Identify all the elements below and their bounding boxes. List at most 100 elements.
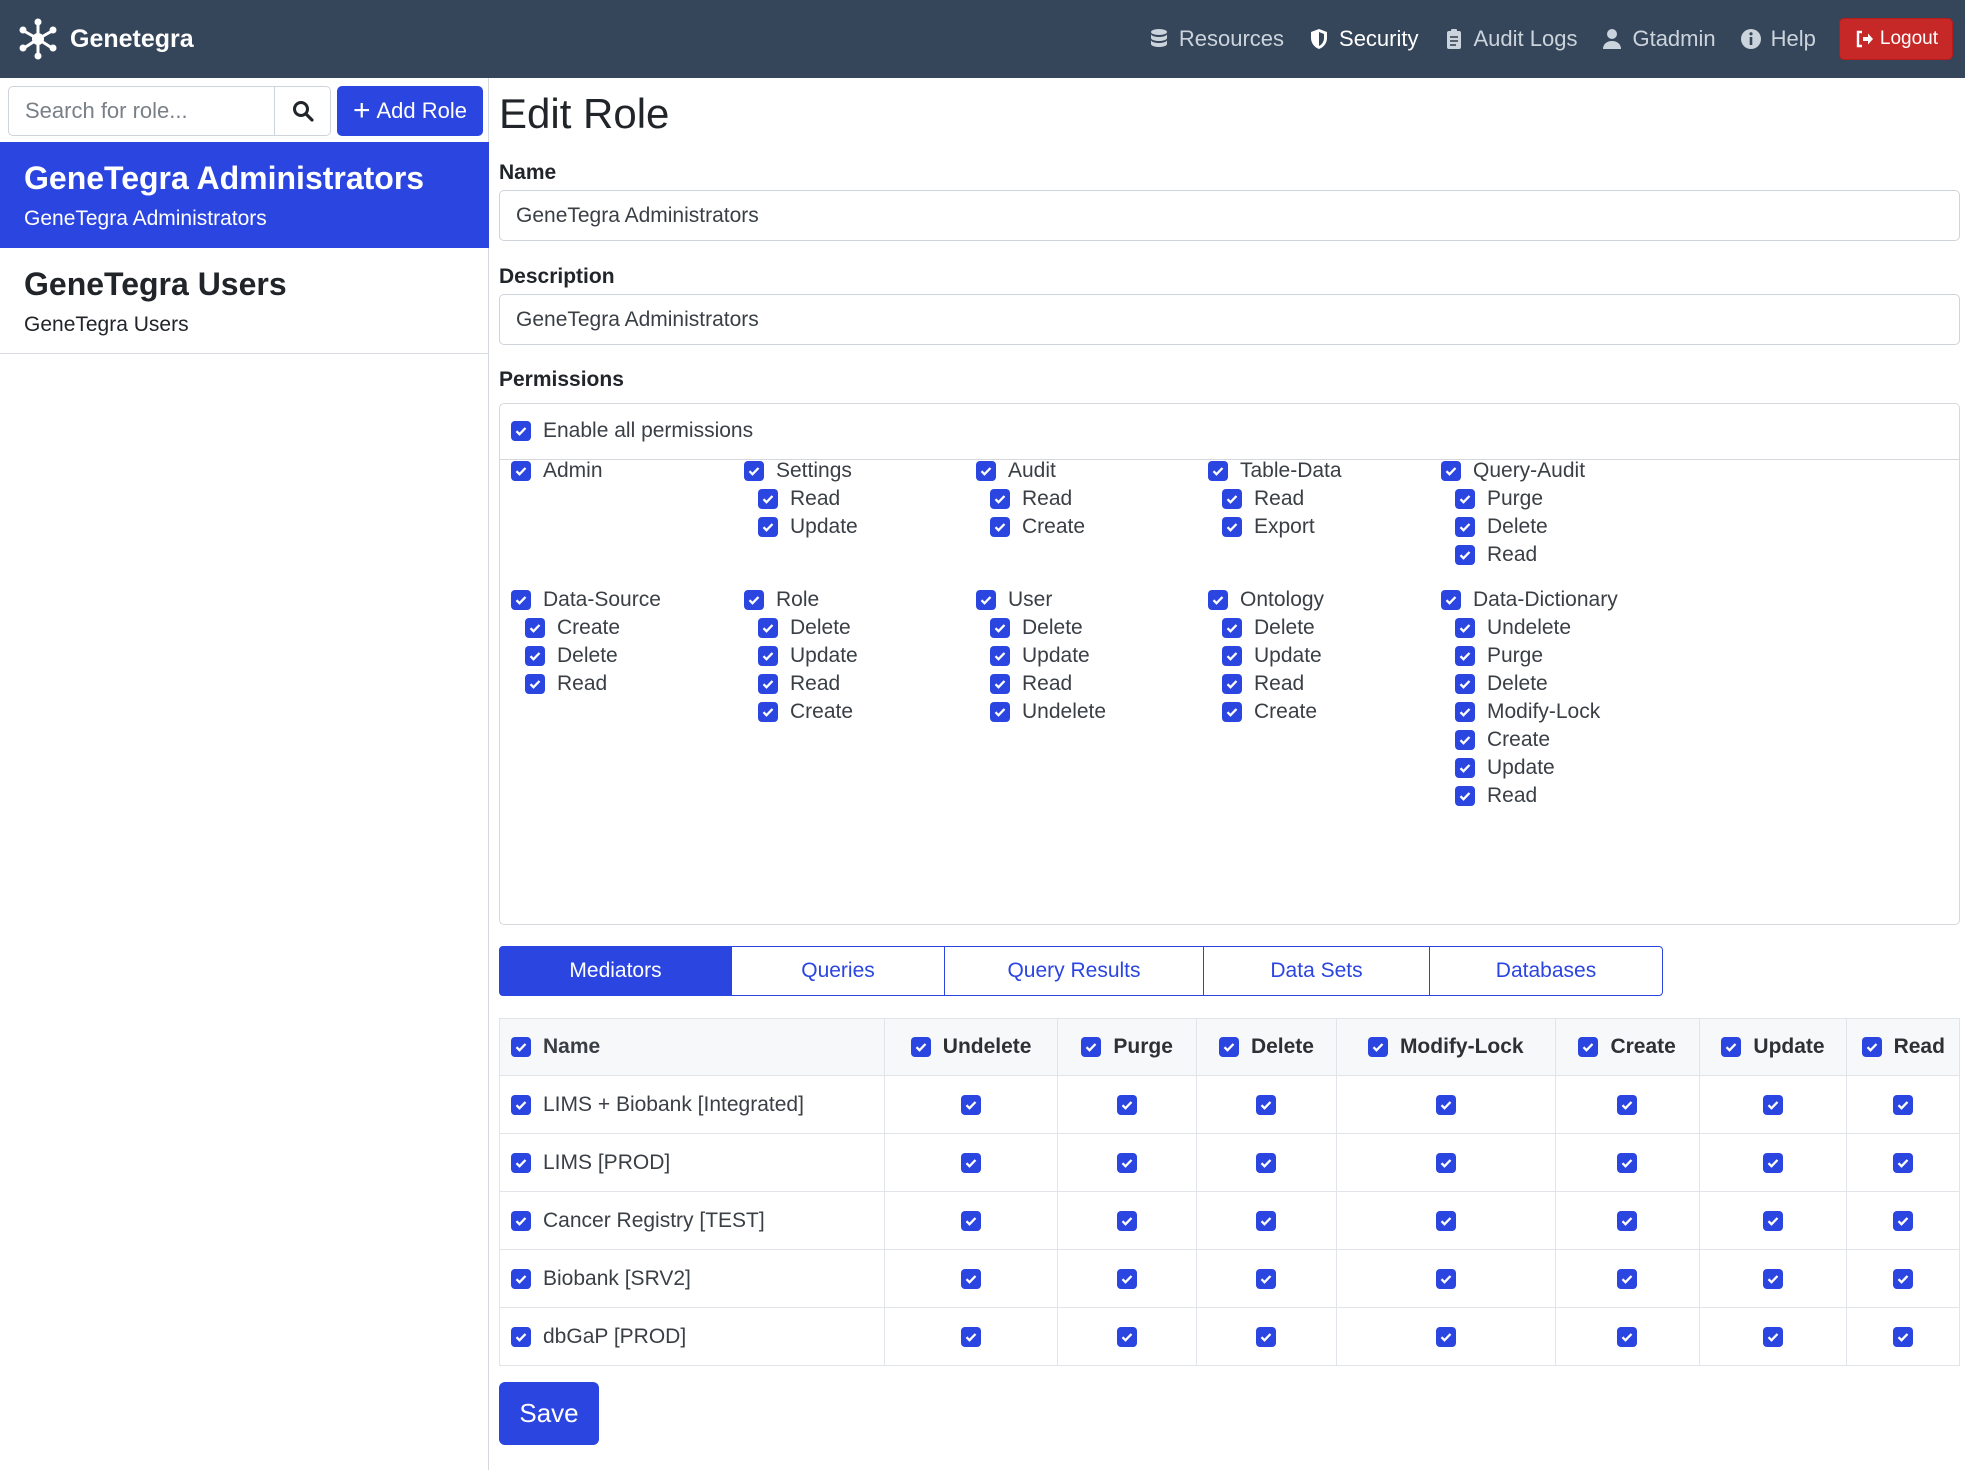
checkbox[interactable] <box>1893 1326 1914 1347</box>
checkbox[interactable] <box>511 1268 531 1289</box>
permission-user-undelete[interactable]: Undelete <box>990 700 1106 724</box>
checkbox[interactable] <box>1218 1037 1239 1057</box>
permission-ontology-delete[interactable]: Delete <box>1222 616 1315 640</box>
checkbox[interactable] <box>1117 1152 1138 1173</box>
checkbox[interactable] <box>1763 1326 1784 1347</box>
permission-group-query-audit[interactable]: Query-Audit <box>1441 459 1585 483</box>
checkbox[interactable] <box>1441 590 1461 610</box>
checkbox[interactable] <box>758 517 778 537</box>
nav-item-security[interactable]: Security <box>1307 26 1419 52</box>
checkbox[interactable] <box>990 646 1010 666</box>
checkbox[interactable] <box>1256 1152 1277 1173</box>
checkbox[interactable] <box>1763 1268 1784 1289</box>
checkbox[interactable] <box>1222 618 1242 638</box>
permission-user-read[interactable]: Read <box>990 672 1072 696</box>
checkbox[interactable] <box>744 461 764 481</box>
permission-query-audit-delete[interactable]: Delete <box>1455 515 1548 539</box>
enable-all-checkbox-row[interactable]: Enable all permissions <box>511 419 753 443</box>
checkbox[interactable] <box>1455 517 1475 537</box>
permission-user-update[interactable]: Update <box>990 644 1090 668</box>
checkbox[interactable] <box>511 1210 531 1231</box>
checkbox[interactable] <box>525 646 545 666</box>
permission-query-audit-purge[interactable]: Purge <box>1455 487 1543 511</box>
permission-role-delete[interactable]: Delete <box>758 616 851 640</box>
permission-group-ontology[interactable]: Ontology <box>1208 588 1324 612</box>
checkbox[interactable] <box>976 590 996 610</box>
permission-table-data-read[interactable]: Read <box>1222 487 1304 511</box>
checkbox[interactable] <box>525 674 545 694</box>
checkbox[interactable] <box>990 702 1010 722</box>
checkbox[interactable] <box>1117 1268 1138 1289</box>
checkbox[interactable] <box>1617 1094 1638 1115</box>
role-item[interactable]: GeneTegra Administrators GeneTegra Admin… <box>0 142 489 248</box>
checkbox[interactable] <box>511 1152 531 1173</box>
nav-item-help[interactable]: Help <box>1739 26 1816 52</box>
permission-table-data-export[interactable]: Export <box>1222 515 1315 539</box>
nav-item-user[interactable]: Gtadmin <box>1600 26 1716 52</box>
permission-ontology-create[interactable]: Create <box>1222 700 1317 724</box>
checkbox[interactable] <box>1763 1210 1784 1231</box>
checkbox[interactable] <box>1435 1268 1456 1289</box>
checkbox[interactable] <box>1763 1094 1784 1115</box>
checkbox[interactable] <box>1441 461 1461 481</box>
tab-databases[interactable]: Databases <box>1429 946 1663 996</box>
search-input[interactable] <box>8 86 275 136</box>
permission-group-role[interactable]: Role <box>744 588 819 612</box>
checkbox[interactable] <box>1617 1152 1638 1173</box>
checkbox[interactable] <box>990 674 1010 694</box>
permission-data-dictionary-delete[interactable]: Delete <box>1455 672 1548 696</box>
tab-query-results[interactable]: Query Results <box>944 946 1204 996</box>
permission-ontology-update[interactable]: Update <box>1222 644 1322 668</box>
checkbox[interactable] <box>1455 674 1475 694</box>
checkbox[interactable] <box>511 1326 531 1347</box>
role-item[interactable]: GeneTegra Users GeneTegra Users <box>0 248 489 354</box>
permission-group-data-dictionary[interactable]: Data-Dictionary <box>1441 588 1618 612</box>
checkbox[interactable] <box>1117 1094 1138 1115</box>
checkbox[interactable] <box>1208 590 1228 610</box>
permission-settings-read[interactable]: Read <box>758 487 840 511</box>
checkbox[interactable] <box>1893 1268 1914 1289</box>
permission-group-user[interactable]: User <box>976 588 1052 612</box>
permission-data-source-read[interactable]: Read <box>525 672 607 696</box>
checkbox[interactable] <box>1893 1094 1914 1115</box>
permission-query-audit-read[interactable]: Read <box>1455 543 1537 567</box>
checkbox[interactable] <box>1455 545 1475 565</box>
permission-data-dictionary-read[interactable]: Read <box>1455 784 1537 808</box>
permission-group-table-data[interactable]: Table-Data <box>1208 459 1342 483</box>
checkbox[interactable] <box>511 1094 531 1115</box>
checkbox[interactable] <box>1455 489 1475 509</box>
nav-item-resources[interactable]: Resources <box>1147 26 1284 52</box>
checkbox[interactable] <box>1617 1326 1638 1347</box>
permission-data-dictionary-purge[interactable]: Purge <box>1455 644 1543 668</box>
checkbox[interactable] <box>961 1152 982 1173</box>
permission-data-dictionary-update[interactable]: Update <box>1455 756 1555 780</box>
add-role-button[interactable]: + Add Role <box>337 86 483 136</box>
checkbox[interactable] <box>1117 1210 1138 1231</box>
permission-group-audit[interactable]: Audit <box>976 459 1056 483</box>
checkbox[interactable] <box>1435 1210 1456 1231</box>
checkbox[interactable] <box>961 1210 982 1231</box>
nav-item-audit-logs[interactable]: Audit Logs <box>1442 26 1577 52</box>
checkbox[interactable] <box>511 421 531 441</box>
permission-role-create[interactable]: Create <box>758 700 853 724</box>
checkbox[interactable] <box>1455 786 1475 806</box>
checkbox[interactable] <box>1222 702 1242 722</box>
description-field[interactable] <box>499 294 1960 345</box>
checkbox[interactable] <box>1455 646 1475 666</box>
checkbox[interactable] <box>910 1037 931 1057</box>
checkbox[interactable] <box>1367 1037 1388 1057</box>
brand[interactable]: Genetegra <box>16 17 194 61</box>
permission-group-admin[interactable]: Admin <box>511 459 603 483</box>
permission-ontology-read[interactable]: Read <box>1222 672 1304 696</box>
checkbox[interactable] <box>511 590 531 610</box>
tab-mediators[interactable]: Mediators <box>499 946 732 996</box>
checkbox[interactable] <box>1256 1094 1277 1115</box>
logout-button[interactable]: Logout <box>1838 18 1953 60</box>
checkbox[interactable] <box>990 517 1010 537</box>
save-button[interactable]: Save <box>499 1382 599 1445</box>
checkbox[interactable] <box>1455 758 1475 778</box>
permission-role-read[interactable]: Read <box>758 672 840 696</box>
checkbox[interactable] <box>961 1268 982 1289</box>
checkbox[interactable] <box>1222 674 1242 694</box>
checkbox[interactable] <box>1455 618 1475 638</box>
